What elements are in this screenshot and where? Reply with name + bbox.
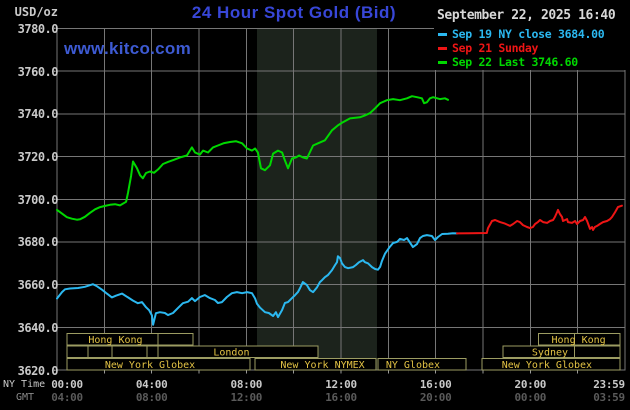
y-axis-unit-label: USD/oz <box>14 5 58 19</box>
y-axis-tick-label: 3640.0 <box>17 320 59 335</box>
gmt-tick-label: 04:00 <box>51 391 83 404</box>
ny-time-axis-header: NY Time <box>3 379 46 390</box>
ny-time-tick-label: 08:00 <box>230 378 263 391</box>
legend-item-label: Sep 21 Sunday <box>452 41 539 55</box>
market-session-box <box>254 358 377 371</box>
y-axis-tick-label: 3740.0 <box>17 107 59 122</box>
y-axis-tick-label: 3700.0 <box>17 192 59 207</box>
price-line <box>456 204 623 235</box>
market-session-box <box>502 345 621 358</box>
y-axis-tick-label: 3680.0 <box>17 235 59 250</box>
ny-time-tick-label: 20:00 <box>514 378 547 391</box>
legend-item: Sep 19 NY close 3684.00 <box>438 27 605 41</box>
gmt-tick-label: 03:59 <box>593 391 625 404</box>
ny-time-tick-label: 04:00 <box>135 378 168 391</box>
price-line <box>56 95 449 221</box>
y-axis-tick-label: 3660.0 <box>17 278 59 293</box>
market-session-label: Hong Kong <box>552 335 606 346</box>
market-session-label: Sydney <box>532 348 568 359</box>
legend-item: Sep 22 Last 3746.60 <box>438 55 578 69</box>
kitco-watermark-link[interactable]: www.kitco.com <box>64 39 192 58</box>
price-line <box>56 232 458 326</box>
y-axis-tick-label: 3760.0 <box>17 64 59 79</box>
report-datetime: September 22, 2025 16:40 <box>437 8 616 23</box>
market-session-label: NY Globex <box>386 360 440 371</box>
chart-title: 24 Hour Spot Gold (Bid) <box>191 3 397 22</box>
market-session-box <box>66 345 319 358</box>
legend-item-label: Sep 19 NY close 3684.00 <box>452 27 605 41</box>
legend: Sep 19 NY close 3684.00 Sep 21 Sunday Sep … <box>434 24 630 70</box>
market-session-box <box>66 358 251 371</box>
gmt-tick-label: 16:00 <box>325 391 357 404</box>
market-session-box <box>377 358 467 371</box>
market-session-label: New York NYMEX <box>280 360 364 371</box>
market-session-box <box>66 333 194 346</box>
ny-time-tick-label: 16:00 <box>419 378 452 391</box>
y-axis-tick-label: 3620.0 <box>17 363 59 378</box>
gmt-tick-label: 00:00 <box>514 391 547 404</box>
market-session-box <box>537 333 621 346</box>
market-session-label: New York Globex <box>105 360 195 371</box>
legend-dash-icon <box>438 61 447 64</box>
gmt-tick-label: 12:00 <box>230 391 263 404</box>
legend-dash-icon <box>438 47 447 50</box>
market-session-label: New York Globex <box>502 360 592 371</box>
ny-time-tick-label: 23:59 <box>593 378 625 391</box>
y-axis-tick-label: 3780.0 <box>17 22 59 36</box>
gmt-tick-label: 08:00 <box>135 391 168 404</box>
ny-time-tick-label: 12:00 <box>325 378 357 391</box>
legend-dash-icon <box>438 33 447 36</box>
gmt-tick-label: 20:00 <box>419 391 452 404</box>
legend-item-label: Sep 22 Last 3746.60 <box>452 55 578 69</box>
gmt-axis-header: GMT <box>16 392 35 403</box>
y-axis-tick-label: 3720.0 <box>17 150 59 165</box>
market-session-label: London <box>213 348 249 359</box>
legend-item: Sep 21 Sunday <box>438 41 538 55</box>
market-session-box <box>481 358 621 371</box>
ny-time-tick-label: 00:00 <box>51 378 83 391</box>
market-session-label: Hong Kong <box>88 335 142 346</box>
